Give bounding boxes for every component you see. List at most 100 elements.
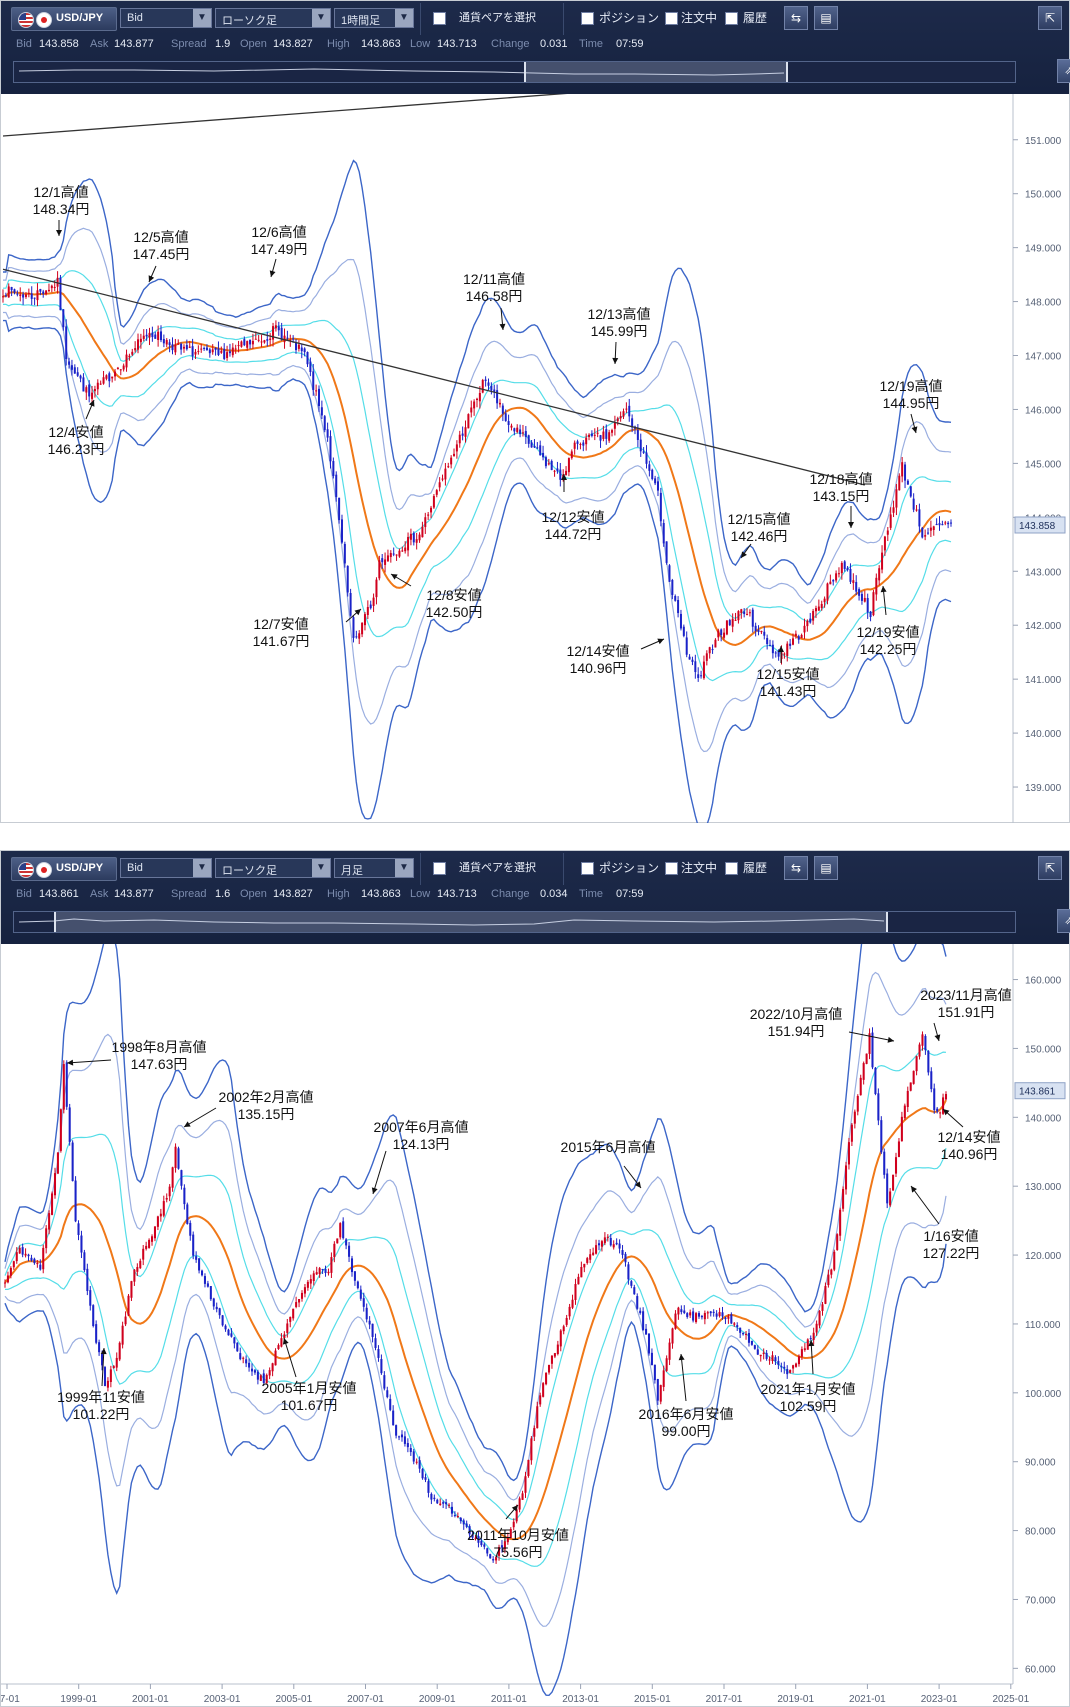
candle-body [92,1305,95,1326]
candle-body [112,1366,115,1368]
currency-pair-button[interactable]: USD/JPY [11,7,117,31]
candle-body [723,632,726,638]
chart-type-select[interactable]: ローソク足 ▼ [215,8,331,28]
bid-key: Bid [16,38,32,50]
candle-body [627,1264,630,1280]
pair-select-checkbox[interactable] [433,862,446,875]
annotation-arrow [283,1337,297,1378]
candle-body [306,352,309,365]
candle-body [340,519,343,543]
position-checkbox[interactable] [581,12,594,25]
candle-body [750,1340,753,1345]
position-checkbox[interactable] [581,862,594,875]
annotation-arrowhead [56,230,62,236]
candle-body [39,288,42,292]
candle-body [859,1077,862,1096]
candle-body [886,1173,889,1204]
candle-body [639,1310,642,1314]
history-checkbox[interactable] [725,12,738,25]
candle-body [151,1236,154,1242]
candle-body [567,458,570,473]
orders-checkbox[interactable] [665,12,678,25]
candle-body [556,1344,559,1355]
candle-body [251,340,254,345]
timeframe-select[interactable]: 月足 ▼ [334,858,414,878]
divider [563,853,564,885]
navigator-window[interactable] [524,62,788,82]
candle-body [823,598,826,603]
candle-body [812,1332,815,1341]
candle-body [412,1451,415,1462]
currency-pair-button[interactable]: USD/JPY [11,857,117,881]
candle-body [515,1509,518,1522]
navigator-window[interactable] [54,912,888,932]
price-type-select[interactable]: Bid ▼ [120,8,212,28]
candle-body [444,468,447,480]
swap-icon[interactable]: ⇆ [784,856,808,880]
pair-select-checkbox[interactable] [433,12,446,25]
annotation-arrowhead [511,1505,518,1512]
x-tick-label: 2011-01 [491,1694,527,1705]
price-type-select[interactable]: Bid ▼ [120,858,212,878]
candle-body [198,1258,201,1271]
candle-body [79,375,82,379]
candle-body [589,1254,592,1260]
bid-value: 143.858 [39,38,79,50]
annotation-price: 151.94円 [768,1023,825,1039]
range-navigator[interactable] [13,61,1016,83]
annotation-title: 2015年6月高値 [561,1139,656,1155]
candle-body [24,294,27,297]
candle-body [874,1067,877,1095]
candle-body [85,387,88,393]
annotation-title: 2002年2月高値 [219,1089,314,1105]
timeframe-select[interactable]: 1時間足 ▼ [334,8,414,28]
candle-body [427,514,430,516]
candle-body [343,543,346,564]
chevron-down-icon: ▼ [193,9,211,27]
range-navigator[interactable] [13,911,1016,933]
candle-body [889,1191,892,1206]
annotation-price: 101.22円 [73,1406,130,1422]
y-tick-label: 150.000 [1025,1044,1062,1055]
zoom-icon[interactable]: ⇗ [1057,59,1070,83]
monthly-candlestick-chart[interactable]: 60.000 70.000 80.000 90.000 100.000 110.000 12… [1,944,1069,1707]
candle-body [630,1281,633,1286]
swap-icon[interactable]: ⇆ [784,6,808,30]
candle-body [671,1328,674,1344]
candle-body [352,617,355,638]
candle-body [246,341,249,348]
candle-body [171,344,174,351]
candle-body [13,289,16,293]
candle-body [800,634,803,639]
candle-body [383,1375,386,1389]
chart-type-select[interactable]: ローソク足 ▼ [215,858,331,878]
candle-body [450,457,453,465]
candle-body [912,1070,915,1084]
candle-body [728,620,731,626]
candle-body [223,348,226,359]
candle-body [771,1355,774,1362]
annotation-arrowhead [371,1187,378,1194]
candle-body [789,1369,792,1373]
minimize-icon[interactable]: ⇱ [1038,856,1062,880]
candle-body [875,577,878,595]
layout-icon[interactable]: ▤ [814,856,838,880]
history-checkbox[interactable] [725,862,738,875]
hourly-candlestick-chart[interactable]: 139.000140.000141.000142.000143.000144.0… [1,94,1069,823]
minimize-icon[interactable]: ⇱ [1038,6,1062,30]
y-tick-label: 149.000 [1025,244,1062,255]
orders-checkbox[interactable] [665,862,678,875]
zoom-icon[interactable]: ⇗ [1057,909,1070,933]
candle-body [812,611,815,621]
candle-body [329,436,332,462]
candle-body [88,384,91,397]
candle-body [114,371,117,377]
candle-body [855,582,858,592]
candle-body [12,1261,15,1268]
candle-body [832,580,835,582]
candle-body [142,1248,145,1260]
candle-body [642,451,645,453]
bollinger-upper-2sigma [4,971,947,1501]
layout-icon[interactable]: ▤ [814,6,838,30]
candle-body [51,1193,54,1215]
